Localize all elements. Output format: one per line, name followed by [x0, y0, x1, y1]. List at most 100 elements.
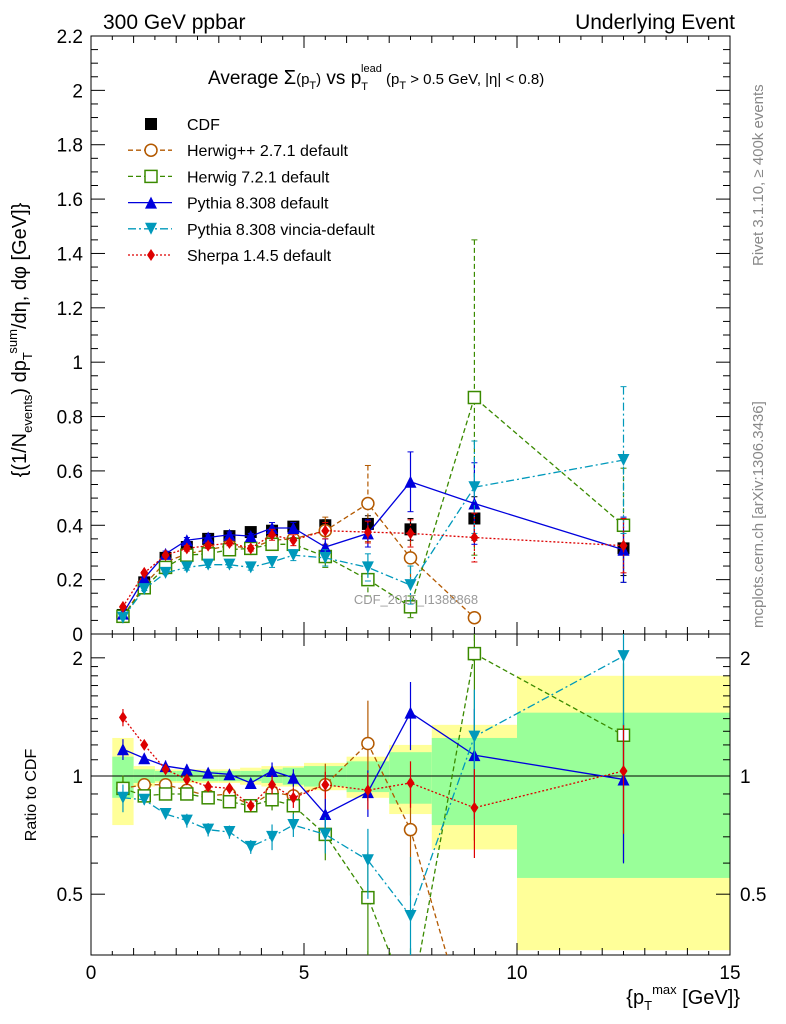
data-point-Sherpa [161, 549, 170, 562]
y-tick-label: 0.2 [57, 571, 83, 592]
header-left: 300 GeV ppbar [103, 11, 245, 34]
data-point-Vincia [244, 561, 257, 574]
ratio-point-Herwig721 [201, 791, 215, 805]
data-point-Vincia [180, 561, 193, 574]
legend-label-Herwig271: Herwig++ 2.7.1 default [187, 143, 349, 160]
x-tick-label: 5 [299, 963, 310, 984]
y-tick-label: 1.2 [57, 299, 83, 320]
ratio-point-Pythia [138, 752, 151, 765]
series-line-Vincia [122, 459, 624, 619]
data-point-Pythia [223, 528, 236, 541]
ratio-point-Pythia [180, 763, 193, 776]
legend: CDF Herwig++ 2.7.1 default Herwig 7.2.1 de… [128, 117, 375, 265]
ratio-point-Vincia [138, 793, 151, 806]
y-tick-label: 1.4 [57, 244, 84, 265]
ratio-point-Sherpa [268, 778, 277, 791]
mcplots-label: mcplots.cern.ch [arXiv:1306.3436] [750, 401, 767, 628]
ratio-point-Herwig721 [222, 794, 237, 809]
ratio-y-tick-label-right: 0.5 [740, 885, 766, 906]
ratio-point-Sherpa [289, 791, 298, 804]
y-tick-label: 2.2 [57, 27, 83, 48]
data-point-Sherpa [363, 526, 372, 539]
legend-label-Sherpa: Sherpa 1.4.5 default [187, 248, 332, 265]
data-point-Vincia [404, 579, 417, 592]
data-point-Sherpa [225, 536, 234, 549]
ratio-point-Herwig721 [405, 1000, 417, 1012]
ratio-line-Vincia [122, 655, 624, 918]
legend-marker-Herwig271 [144, 143, 158, 157]
ratio-point-Sherpa [363, 784, 372, 797]
legend-marker-Vincia [145, 222, 157, 235]
ratio-point-Vincia [244, 840, 257, 853]
data-point-Vincia [361, 561, 374, 574]
ratio-series-group [116, 634, 631, 1012]
main-series-group [116, 239, 631, 625]
ratio-point-Vincia [319, 828, 332, 841]
data-point-Sherpa [140, 566, 149, 579]
ratio-point-Vincia [116, 791, 129, 804]
data-point-Vincia [617, 454, 630, 467]
legend-label-Vincia: Pythia 8.308 vincia-default [187, 222, 375, 239]
ratio-point-Herwig721 [265, 793, 279, 807]
data-point-Sherpa [406, 527, 415, 540]
y-tick-label: 1.6 [57, 190, 83, 211]
ratio-line-Sherpa [122, 717, 624, 809]
data-point-Pythia [244, 530, 257, 543]
ratio-point-Vincia [180, 814, 193, 827]
ratio-point-Sherpa [321, 778, 330, 791]
ratio-point-Pythia [223, 768, 236, 781]
x-axis-label: {pTmax [GeV]} [626, 982, 740, 1013]
y-tick-label: 1 [72, 353, 83, 374]
ratio-point-Pythia [287, 771, 300, 784]
ratio-point-Vincia [202, 823, 215, 836]
data-point-Sherpa [204, 539, 213, 552]
ratio-point-Herwig721 [158, 787, 173, 801]
legend-label-Herwig721: Herwig 7.2.1 default [187, 169, 330, 186]
data-point-Pythia [202, 531, 215, 544]
main-plot-panel: 0 0.2 0.4 0.6 0.8 1 1.2 1.4 1.6 1.8 2 2.2 [57, 27, 731, 646]
data-point-Herwig721 [467, 390, 482, 405]
series-line-Pythia [122, 481, 624, 614]
ratio-y-tick-label-left: 1 [72, 767, 83, 788]
ratio-point-Sherpa [225, 782, 234, 795]
data-point-Pythia [468, 497, 481, 510]
ratio-point-Herwig271 [137, 778, 151, 792]
data-point-Pythia [404, 475, 417, 488]
ratio-point-Pythia [202, 766, 215, 779]
ratio-point-Sherpa [406, 776, 415, 789]
data-point-Sherpa [268, 528, 277, 541]
data-point-Vincia [223, 558, 236, 571]
legend-marker-CDF [145, 118, 157, 130]
legend-marker-Sherpa [147, 249, 155, 261]
ratio-y-tick-label-left: 2 [72, 649, 83, 670]
y-tick-label: 0.6 [57, 462, 83, 483]
ratio-point-Sherpa [204, 780, 213, 793]
data-point-Pythia [266, 521, 279, 534]
y-tick-label: 2 [72, 81, 83, 102]
series-line-Sherpa [122, 530, 624, 608]
data-point-Vincia [287, 549, 300, 562]
ratio-y-tick-label-right: 1 [740, 767, 751, 788]
main-y-axis-label: {(1/Nevents) dpTsum/dη, dφ [GeV]} [5, 202, 35, 477]
y-tick-label: 0.4 [57, 516, 84, 537]
ratio-point-Pythia [116, 743, 129, 756]
ratio-point-Sherpa [619, 764, 628, 777]
data-point-Vincia [138, 583, 151, 596]
data-point-Sherpa [118, 600, 127, 613]
x-tick-label: 0 [86, 963, 97, 984]
ratio-point-Herwig721 [467, 646, 482, 661]
data-point-Sherpa [470, 531, 479, 544]
y-tick-label: 0 [72, 625, 83, 646]
data-point-Sherpa [182, 542, 191, 555]
data-point-Vincia [202, 558, 215, 571]
x-tick-label: 15 [719, 963, 740, 984]
data-point-Vincia [266, 555, 279, 568]
ratio-point-Herwig721 [180, 787, 194, 801]
ratio-point-Sherpa [140, 738, 149, 751]
data-point-Herwig271 [361, 496, 375, 511]
ratio-point-Vincia [223, 826, 236, 839]
ratio-point-Vincia [617, 650, 630, 663]
ratio-point-Pythia [244, 776, 257, 789]
ratio-point-Sherpa [246, 799, 255, 812]
data-point-Herwig271 [467, 610, 482, 625]
